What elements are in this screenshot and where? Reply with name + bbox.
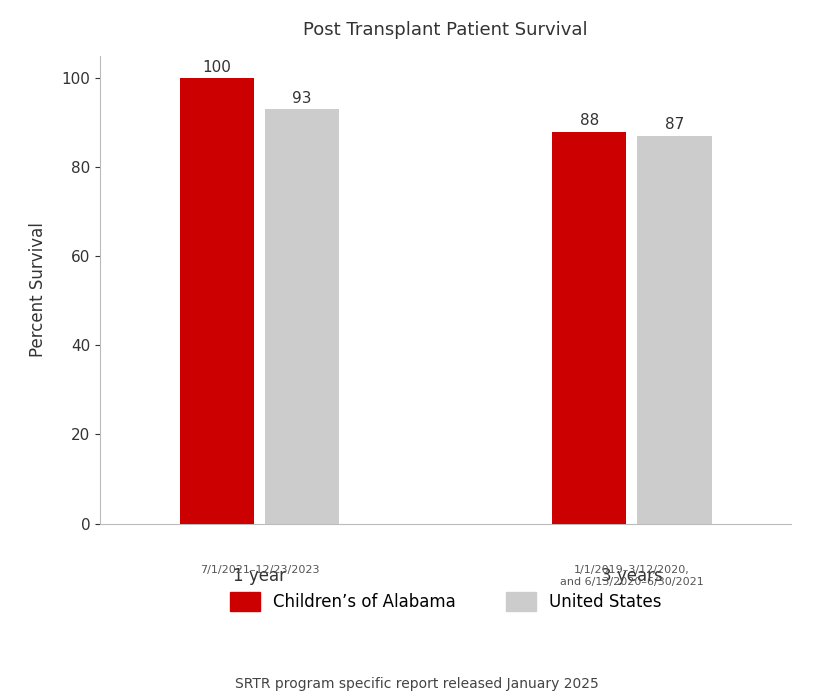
- Text: 87: 87: [665, 117, 684, 133]
- Text: 7/1/2021–12/23/2023: 7/1/2021–12/23/2023: [200, 565, 319, 575]
- Text: SRTR program specific report released January 2025: SRTR program specific report released Ja…: [235, 677, 598, 691]
- Text: 93: 93: [292, 91, 312, 105]
- Text: 1/1/2019–3/12/2020,
and 6/13/2020–6/30/2021: 1/1/2019–3/12/2020, and 6/13/2020–6/30/2…: [560, 565, 704, 587]
- Bar: [552, 131, 626, 524]
- Bar: [180, 78, 254, 524]
- Title: Post Transplant Patient Survival: Post Transplant Patient Survival: [303, 21, 588, 39]
- Y-axis label: Percent Survival: Percent Survival: [29, 222, 47, 357]
- Legend: Children’s of Alabama, United States: Children’s of Alabama, United States: [223, 586, 668, 618]
- Bar: [637, 136, 711, 524]
- Text: 100: 100: [202, 59, 232, 75]
- Text: 88: 88: [580, 113, 599, 128]
- Bar: [265, 110, 339, 524]
